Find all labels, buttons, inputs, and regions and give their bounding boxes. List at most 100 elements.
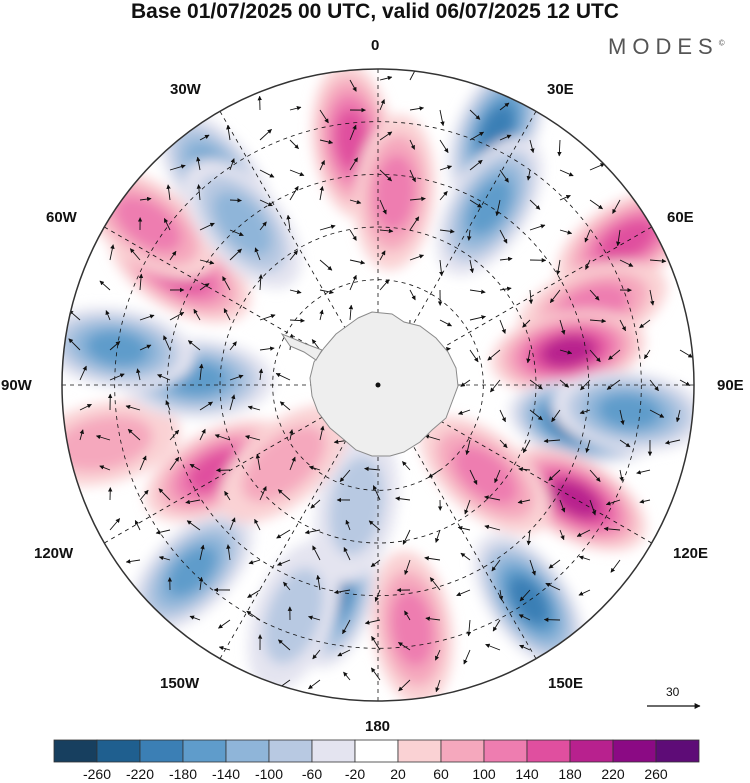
wind-vector-141 <box>349 199 362 205</box>
wind-vector-289 <box>559 529 565 541</box>
wind-vector-173 <box>368 520 381 531</box>
wind-vector-92 <box>254 518 261 531</box>
wind-vector-129 <box>308 465 321 471</box>
wind-vector-115 <box>278 639 291 651</box>
wind-vector-38 <box>169 456 180 471</box>
antarctica-landmass <box>309 311 459 457</box>
colorbar-label-11: 180 <box>558 766 582 782</box>
wind-vector-152 <box>345 519 351 531</box>
wind-vector-247 <box>487 349 501 361</box>
wind-vector-198 <box>398 642 411 651</box>
colorbar-label-2: -180 <box>168 766 198 782</box>
wind-vector-84 <box>258 274 264 291</box>
wind-vector-332 <box>675 409 681 423</box>
wind-vector-229 <box>460 379 471 387</box>
wind-vector-63 <box>229 229 244 237</box>
lon-label-30w: 30W <box>170 81 201 98</box>
wind-vector-139 <box>349 124 357 141</box>
wind-vector-68 <box>229 374 244 381</box>
wind-vector-202 <box>439 165 453 171</box>
parallel-15s <box>114 121 642 649</box>
wind-vector-254 <box>491 559 501 572</box>
wind-vector-113 <box>283 581 291 591</box>
brand-name: MODES <box>608 34 719 59</box>
wind-vector-264 <box>522 319 531 328</box>
wind-vector-323 <box>639 319 651 329</box>
wind-vector-280 <box>555 259 561 276</box>
wind-vectors <box>68 69 693 693</box>
anomaly-blob-2-3 <box>334 109 370 172</box>
wind-vector-303 <box>589 469 601 482</box>
wind-vector-246 <box>499 319 506 334</box>
wind-vector-179 <box>409 69 418 81</box>
wind-vector-8 <box>109 341 121 351</box>
wind-vector-231 <box>465 439 471 456</box>
wind-vector-307 <box>578 589 591 596</box>
anomaly-blob-18-3 <box>86 330 149 367</box>
wind-vector-317 <box>619 469 624 482</box>
wind-vector-288 <box>559 499 566 513</box>
wind-vector-330 <box>679 349 693 358</box>
wind-vector-193 <box>395 496 411 501</box>
wind-vector-195 <box>404 559 411 575</box>
wind-vector-24 <box>139 455 147 471</box>
wind-vector-76 <box>218 619 231 629</box>
wind-vector-224 <box>467 229 472 241</box>
wind-vector-177 <box>371 636 381 651</box>
lon-label-90w: 90W <box>1 377 32 394</box>
wind-vector-25 <box>139 489 149 501</box>
anomaly-blob-1-3 <box>467 178 512 235</box>
wind-vector-236 <box>456 589 471 597</box>
wind-vector-261 <box>529 224 546 231</box>
wind-vector-214 <box>435 529 441 543</box>
lon-label-180: 180 <box>365 718 391 735</box>
wind-vector-18 <box>138 273 144 291</box>
wind-vector-107 <box>279 401 291 411</box>
wind-vector-222 <box>469 159 483 171</box>
wind-vector-329 <box>639 499 651 504</box>
map-title: Base 01/07/2025 00 UTC, valid 06/07/2025… <box>131 0 619 23</box>
wind-vector-316 <box>619 439 631 448</box>
anomaly-field <box>62 69 694 701</box>
wind-vector-185 <box>409 254 424 261</box>
colorbar-label-3: -140 <box>211 766 241 782</box>
wind-vector-123 <box>319 289 334 295</box>
wind-vector-243 <box>499 229 508 244</box>
wind-vector-230 <box>458 409 471 415</box>
anomaly-blob-11-2 <box>391 590 434 667</box>
lon-label-30e: 30E <box>547 81 574 98</box>
wind-vector-86 <box>259 346 275 351</box>
wind-vector-143 <box>349 259 366 265</box>
wind-vector-163 <box>379 228 394 234</box>
wind-vector-64 <box>229 248 242 261</box>
wind-vector-131 <box>304 529 321 535</box>
colorbar-swatch-6 <box>311 739 356 763</box>
wind-vector-211 <box>424 434 441 441</box>
wind-vector-66 <box>223 308 231 321</box>
wind-vector-11 <box>95 434 111 441</box>
wind-vector-14 <box>109 518 121 531</box>
wind-vector-3 <box>79 403 92 411</box>
wind-vector-313 <box>608 349 621 360</box>
wind-vector-265 <box>526 349 531 364</box>
wind-vector-136 <box>308 679 321 690</box>
wind-vector-112 <box>277 559 291 566</box>
wind-vector-54 <box>189 463 201 471</box>
wind-vector-90 <box>255 453 261 471</box>
colorbar-label-8: 60 <box>433 766 449 782</box>
wind-vector-242 <box>495 199 501 217</box>
colorbar-swatch-2 <box>139 739 184 763</box>
lon-label-60e: 60E <box>667 209 694 226</box>
anomaly-blob-22-2 <box>213 191 272 256</box>
colorbar-label-13: 260 <box>644 766 668 782</box>
wind-vector-59 <box>189 615 201 621</box>
wind-vector-302 <box>585 439 591 453</box>
colorbar-swatch-9 <box>440 739 485 763</box>
wind-vector-79 <box>259 128 272 141</box>
wind-vector-43 <box>199 134 210 141</box>
wind-vector-217 <box>425 616 441 621</box>
wind-vector-207 <box>439 319 452 327</box>
wind-vector-155 <box>342 619 351 635</box>
colorbar-label-1: -220 <box>125 766 155 782</box>
wind-vector-85 <box>259 314 276 321</box>
